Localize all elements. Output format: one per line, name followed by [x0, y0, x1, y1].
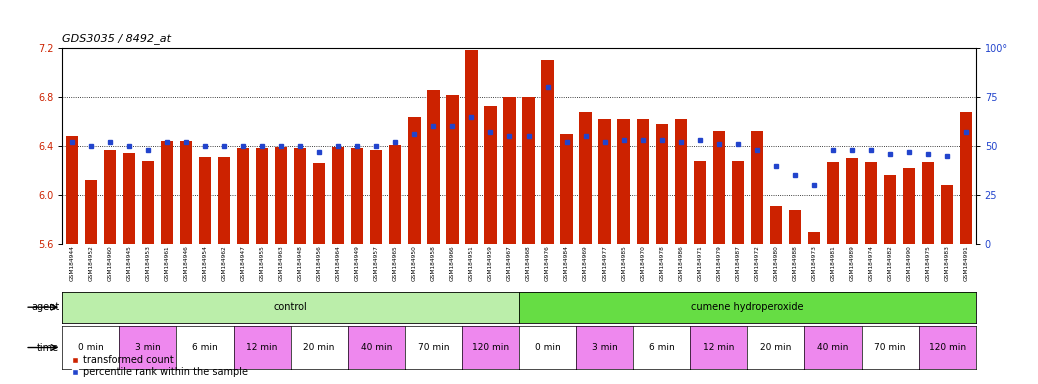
Bar — [104, 150, 116, 244]
Bar — [789, 210, 801, 244]
Text: 20 min: 20 min — [303, 343, 335, 352]
Bar — [446, 94, 459, 244]
Text: GDS3035 / 8492_at: GDS3035 / 8492_at — [62, 33, 171, 44]
Bar — [237, 148, 249, 244]
Text: 70 min: 70 min — [417, 343, 449, 352]
Bar — [351, 148, 363, 244]
Bar — [713, 131, 725, 244]
Text: 12 min: 12 min — [246, 343, 278, 352]
Bar — [408, 117, 420, 244]
Text: 20 min: 20 min — [760, 343, 792, 352]
Text: agent: agent — [31, 302, 59, 312]
Bar — [750, 131, 763, 244]
Bar — [161, 141, 173, 244]
Bar — [636, 119, 649, 244]
Bar — [465, 50, 477, 244]
Bar — [85, 180, 97, 244]
Bar — [142, 161, 154, 244]
Bar — [199, 157, 211, 244]
Bar — [846, 158, 858, 244]
Bar — [65, 136, 78, 244]
Bar — [561, 134, 573, 244]
Text: 0 min: 0 min — [78, 343, 104, 352]
Bar — [941, 185, 953, 244]
Text: 6 min: 6 min — [649, 343, 675, 352]
Text: 120 min: 120 min — [929, 343, 965, 352]
Bar — [332, 147, 345, 244]
Bar — [371, 150, 382, 244]
Bar — [732, 161, 744, 244]
Legend: transformed count, percentile rank within the sample: transformed count, percentile rank withi… — [67, 351, 251, 381]
Bar — [275, 147, 288, 244]
Bar — [294, 148, 306, 244]
Bar — [656, 124, 667, 244]
Text: 40 min: 40 min — [360, 343, 392, 352]
Bar — [827, 162, 839, 244]
Bar — [313, 163, 325, 244]
Text: 6 min: 6 min — [192, 343, 218, 352]
Text: 0 min: 0 min — [535, 343, 561, 352]
Bar — [808, 232, 820, 244]
Bar — [618, 119, 630, 244]
Bar — [256, 148, 268, 244]
Bar — [428, 89, 439, 244]
Text: cumene hydroperoxide: cumene hydroperoxide — [691, 302, 803, 312]
Bar — [180, 141, 192, 244]
Bar — [579, 112, 592, 244]
Bar — [865, 162, 877, 244]
Bar — [675, 119, 687, 244]
Text: 120 min: 120 min — [472, 343, 509, 352]
Bar — [542, 60, 553, 244]
Bar — [122, 153, 135, 244]
Text: 40 min: 40 min — [817, 343, 849, 352]
Bar — [389, 145, 402, 244]
Bar — [218, 157, 230, 244]
Text: 3 min: 3 min — [135, 343, 161, 352]
Bar — [522, 97, 535, 244]
Bar — [485, 106, 496, 244]
Bar — [770, 206, 782, 244]
Bar — [599, 119, 610, 244]
Text: time: time — [37, 343, 59, 353]
Bar — [693, 161, 706, 244]
Bar — [960, 112, 973, 244]
Bar — [922, 162, 934, 244]
Bar — [884, 175, 896, 244]
Text: 70 min: 70 min — [874, 343, 906, 352]
Text: control: control — [274, 302, 307, 312]
Bar — [903, 168, 916, 244]
Bar — [503, 97, 516, 244]
Text: 3 min: 3 min — [592, 343, 618, 352]
Text: 12 min: 12 min — [703, 343, 735, 352]
